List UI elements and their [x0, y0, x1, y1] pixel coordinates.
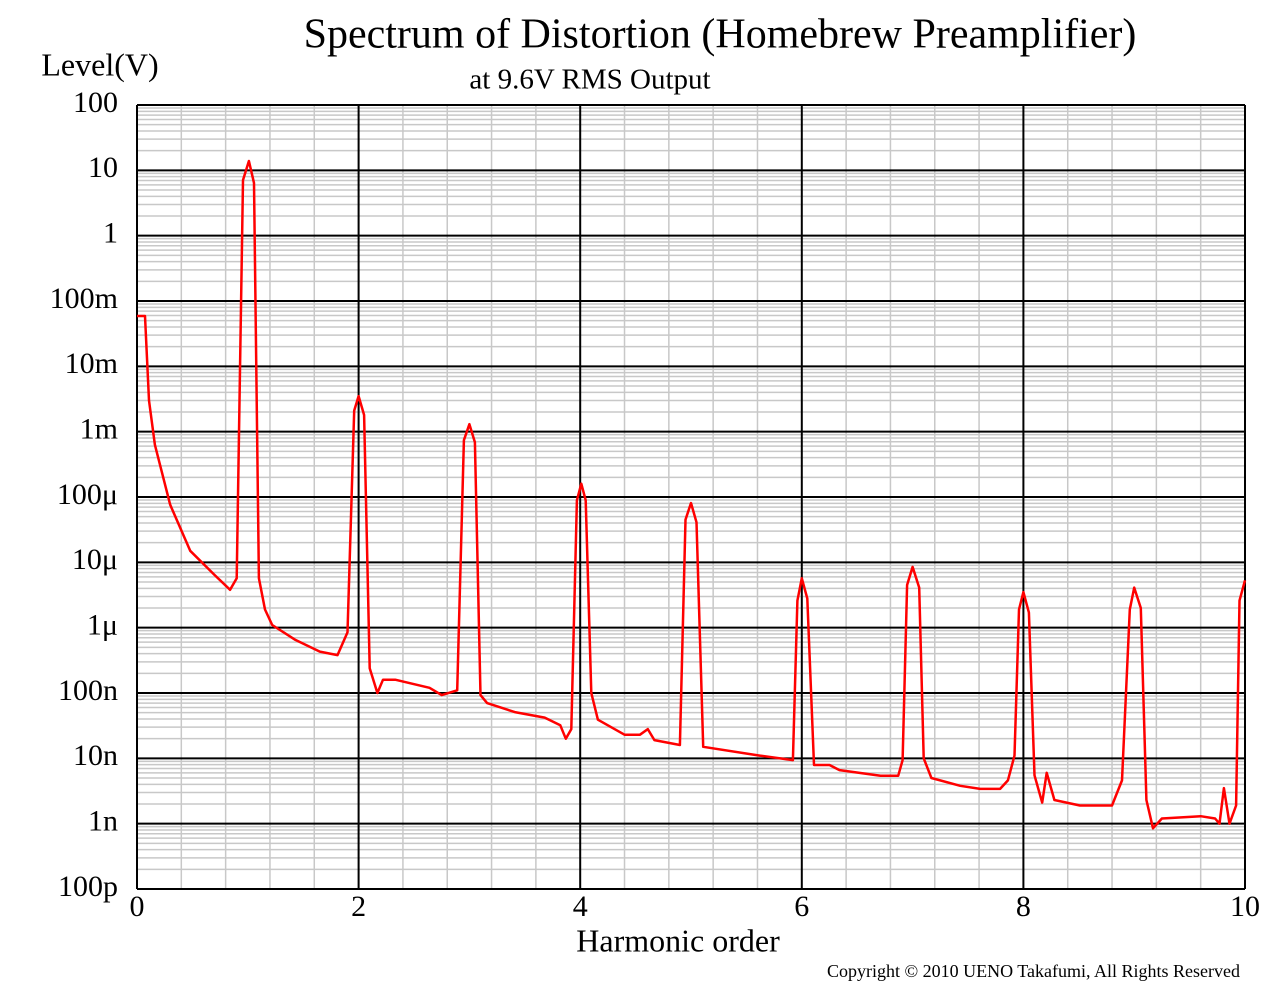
y-tick-label: 10μ — [72, 543, 118, 576]
y-tick-label: 100μ — [57, 478, 118, 511]
x-axis-label: Harmonic order — [576, 922, 780, 958]
y-tick-label: 1 — [103, 217, 118, 250]
x-tick-label: 10 — [1230, 890, 1260, 923]
y-tick-label: 1μ — [87, 609, 118, 642]
y-tick-label: 100m — [50, 282, 118, 315]
y-tick-label: 1m — [80, 413, 118, 446]
y-tick-label: 100 — [73, 86, 118, 119]
y-tick-label: 10 — [88, 151, 118, 184]
x-tick-label: 2 — [351, 890, 366, 923]
x-tick-label: 6 — [794, 890, 809, 923]
chart-title: Spectrum of Distortion (Homebrew Preampl… — [304, 12, 1137, 58]
y-tick-label: 10m — [65, 347, 118, 380]
y-tick-label: 1n — [88, 805, 118, 838]
chart-subtitle: at 9.6V RMS Output — [469, 64, 710, 96]
spectrum-line — [137, 159, 1247, 830]
y-axis-label: Level(V) — [41, 46, 158, 82]
y-tick-label: 10n — [73, 739, 118, 772]
x-tick-label: 4 — [573, 890, 588, 923]
x-tick-label: 0 — [130, 890, 145, 923]
y-tick-label: 100p — [58, 870, 118, 903]
x-tick-label: 8 — [1016, 890, 1031, 923]
copyright: Copyright © 2010 UENO Takafumi, All Righ… — [827, 961, 1240, 981]
y-tick-label: 100n — [58, 674, 118, 707]
